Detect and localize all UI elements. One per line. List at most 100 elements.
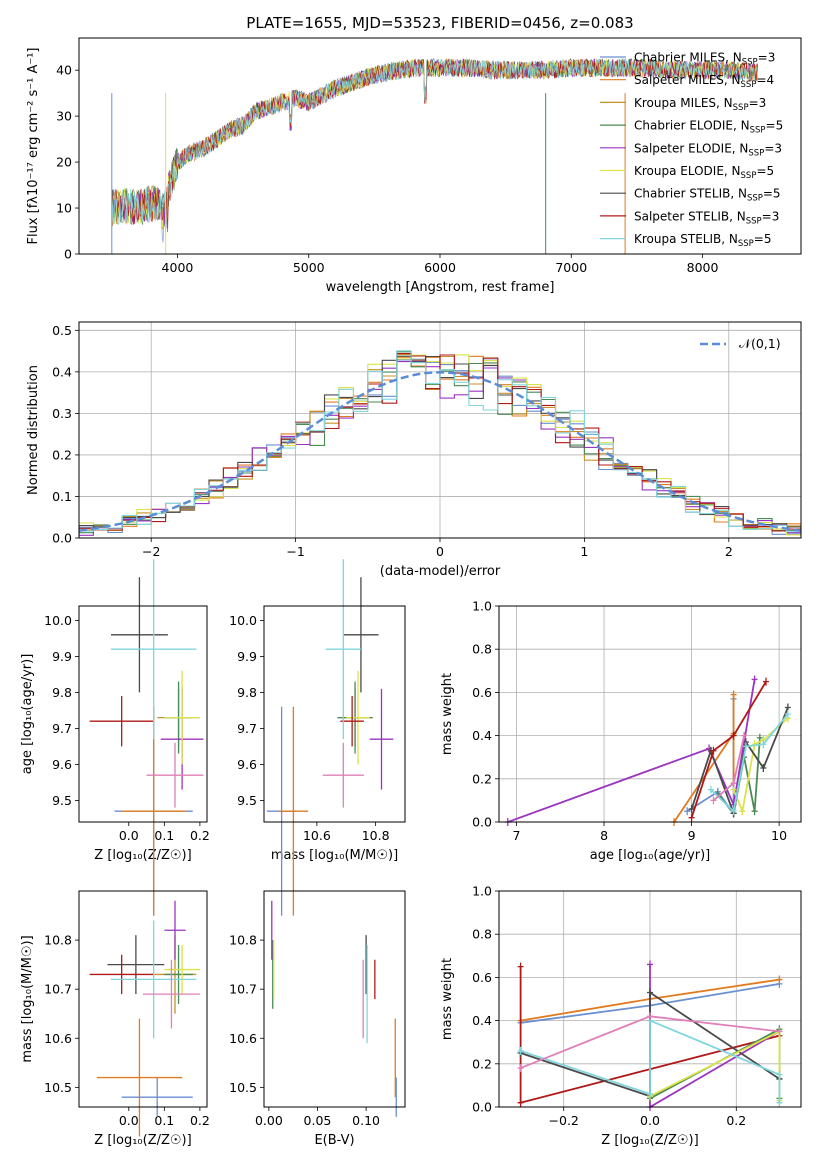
y-tick-label: 0.4 xyxy=(472,728,492,743)
mass-weight-point xyxy=(751,807,758,816)
y-tick-label: 9.8 xyxy=(237,685,257,700)
y-tick-label: 0.8 xyxy=(472,927,492,942)
mass-weight-point xyxy=(730,690,737,699)
x-axis-label: age [log₁₀(age/yr)] xyxy=(590,848,711,863)
x-tick-label: 0.0 xyxy=(119,828,139,843)
y-tick-label: 10.8 xyxy=(44,933,72,948)
axes-frame xyxy=(78,321,802,539)
mass-weight-line xyxy=(507,679,756,823)
panel-massweight-vs-Z: −0.2 0.0 0.2 0.0 0.2 0.4 0.6 0.8 1.0 Z [log₁₀(Z/Z… xyxy=(440,884,802,1148)
y-axis-label: Flux [fλ10⁻¹⁷ erg cm⁻² s⁻¹ A⁻¹] xyxy=(26,48,41,245)
mass-weight-point xyxy=(741,731,748,740)
mass-weight-point xyxy=(647,988,653,997)
y-tick-label: 9.6 xyxy=(52,757,72,772)
x-axis-label: Z [log₁₀(Z/Z☉)] xyxy=(94,848,191,863)
x-tick-label: 0.0 xyxy=(119,1113,139,1128)
y-tick-label: 10.7 xyxy=(44,982,72,997)
y-tick-label: 0.5 xyxy=(52,323,72,338)
axes-frame xyxy=(263,890,406,1108)
axes-frame xyxy=(78,890,208,1108)
mass-weight-point xyxy=(517,1064,524,1073)
y-tick-label: 0 xyxy=(64,247,72,262)
mass-weight-point xyxy=(688,813,695,822)
y-tick-label: 0.0 xyxy=(472,815,492,830)
x-tick-label: 0 xyxy=(436,544,444,559)
mass-weight-point xyxy=(647,1090,653,1099)
y-tick-label: 9.7 xyxy=(52,721,72,736)
y-tick-label: 9.5 xyxy=(52,793,72,808)
y-tick-label: 0.6 xyxy=(472,685,492,700)
x-tick-label: 5000 xyxy=(293,260,325,275)
axes-frame xyxy=(78,37,802,255)
y-axis-label: mass weight xyxy=(440,958,455,1040)
x-tick-label: 1 xyxy=(580,544,588,559)
y-tick-label: 0.0 xyxy=(472,1100,492,1115)
y-tick-label: 10.0 xyxy=(229,613,257,628)
y-tick-label: 1.0 xyxy=(472,599,492,614)
x-tick-label: 0.00 xyxy=(255,1113,283,1128)
legend-label: Salpeter ELODIE, NSSP=3 xyxy=(634,141,782,158)
axes-frame xyxy=(263,605,406,823)
legend-label: Kroupa ELODIE, NSSP=5 xyxy=(634,164,774,181)
y-tick-label: 0.3 xyxy=(52,406,72,421)
mass-weight-point xyxy=(707,785,714,794)
y-tick-label: 0.8 xyxy=(472,642,492,657)
y-tick-label: 10.7 xyxy=(229,982,257,997)
y-tick-label: 9.9 xyxy=(237,649,257,664)
mass-weight-point xyxy=(756,733,763,742)
y-tick-label: 1.0 xyxy=(472,884,492,899)
x-tick-label: 7 xyxy=(513,828,521,843)
x-axis-label: Z [log₁₀(Z/Z☉)] xyxy=(94,1133,191,1148)
panel-massweight-vs-age: 7 8 9 10 0.0 0.2 0.4 0.6 0.8 1.0 age [log₁₀(age/yr… xyxy=(440,599,802,863)
mass-weight-point xyxy=(739,807,746,816)
y-tick-label: 10.6 xyxy=(44,1031,72,1046)
mass-weight-point xyxy=(517,1098,524,1107)
y-axis-label: mass weight xyxy=(440,673,455,755)
panel-residuals: −2 −1 0 1 2 0.0 0.1 0.2 0.3 0.4 0.5 (data-model)/er… xyxy=(26,321,802,579)
y-tick-label: 0.2 xyxy=(472,1056,492,1071)
y-tick-label: 10.5 xyxy=(229,1080,257,1095)
legend-label: Chabrier STELIB, NSSP=5 xyxy=(634,187,781,204)
residual-histogram xyxy=(79,350,801,535)
axes-frame xyxy=(78,605,208,823)
y-tick-label: 10.5 xyxy=(44,1080,72,1095)
legend-label: Chabrier MILES, NSSP=3 xyxy=(634,51,775,68)
legend-label: 𝒩(0,1) xyxy=(739,336,781,351)
y-tick-label: 10.6 xyxy=(229,1031,257,1046)
x-tick-label: 10 xyxy=(771,828,787,843)
y-axis-label: mass [log₁₀(M/M☉)] xyxy=(20,935,35,1062)
mass-weight-point xyxy=(776,1098,783,1107)
y-tick-label: 0.4 xyxy=(472,1013,492,1028)
panel-spectrum: 4000 5000 6000 7000 8000 0 10 20 30 40 wavelength … xyxy=(26,37,802,295)
mass-weight-point xyxy=(647,960,653,969)
y-tick-label: 0.1 xyxy=(52,489,72,504)
y-tick-label: 9.7 xyxy=(237,721,257,736)
panel-mass-vs-Z: 0.0 0.1 0.2 10.5 10.6 10.7 10.8 Z [log₁₀(Z/Z☉)]… xyxy=(20,890,210,1148)
panel-age-vs-mass: 10.6 10.8 9.5 9.6 9.7 9.8 9.9 10.0 mass [log₁₀(M… xyxy=(229,559,406,916)
mass-weight-point xyxy=(776,975,783,984)
y-tick-label: 0.4 xyxy=(52,364,72,379)
y-tick-label: 10.8 xyxy=(229,933,257,948)
x-axis-label: Z [log₁₀(Z/Z☉)] xyxy=(601,1133,698,1148)
x-axis-label: (data-model)/error xyxy=(380,564,501,579)
y-tick-label: 9.9 xyxy=(52,649,72,664)
x-tick-label: 6000 xyxy=(424,260,456,275)
legend-label: Kroupa MILES, NSSP=3 xyxy=(634,96,766,113)
mass-weight-point xyxy=(730,731,737,740)
mass-weight-point xyxy=(760,740,767,749)
x-tick-label: 10.6 xyxy=(303,828,331,843)
x-tick-label: 0.1 xyxy=(154,1113,174,1128)
mass-weight-line xyxy=(690,707,789,817)
x-tick-label: 0.2 xyxy=(190,828,210,843)
legend-label: Kroupa STELIB, NSSP=5 xyxy=(634,232,772,249)
y-tick-label: 0.6 xyxy=(472,970,492,985)
mass-weight-point xyxy=(742,742,749,751)
x-tick-label: −0.2 xyxy=(549,1113,579,1128)
mass-weight-point xyxy=(710,796,717,805)
y-tick-label: 9.6 xyxy=(237,757,257,772)
x-tick-label: 4000 xyxy=(162,260,194,275)
x-tick-label: 8 xyxy=(600,828,608,843)
legend-label: Salpeter STELIB, NSSP=3 xyxy=(634,209,779,226)
mass-weight-point xyxy=(751,675,758,684)
